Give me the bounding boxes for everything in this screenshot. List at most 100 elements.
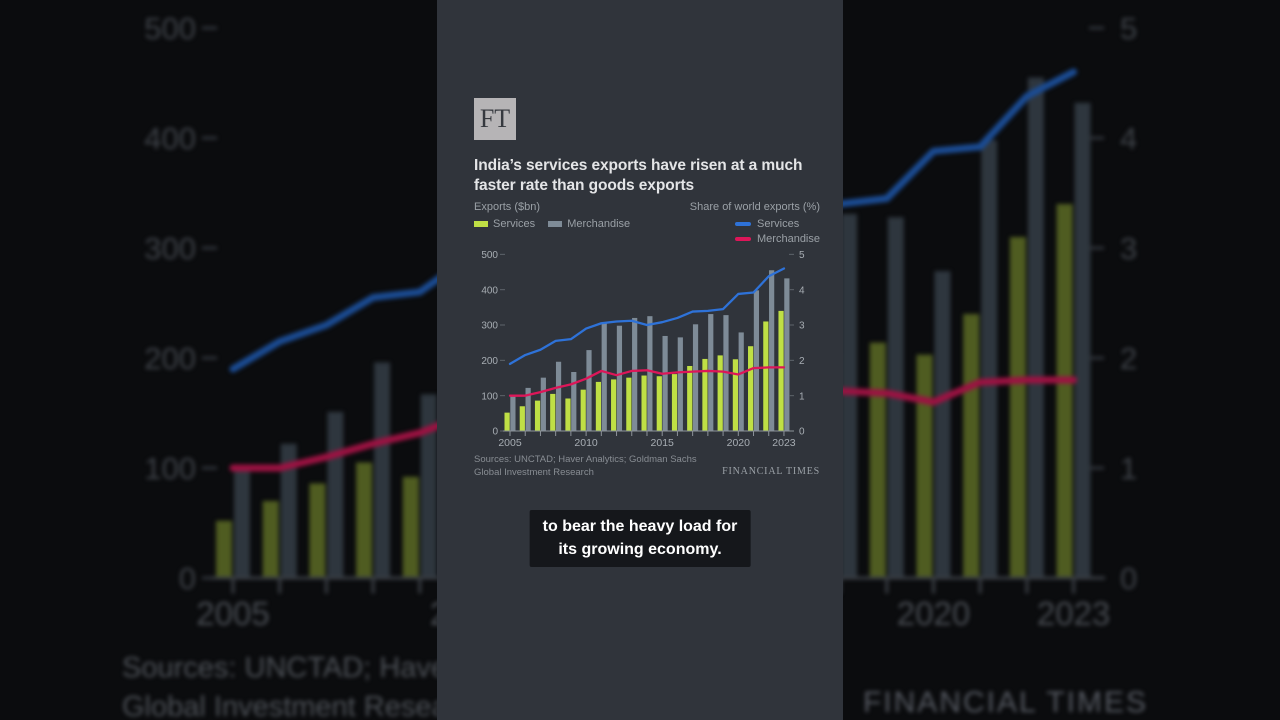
bar-services-2019 — [869, 342, 886, 578]
chart-title-line2: faster rate than goods exports — [474, 176, 695, 194]
sources-line1: Sources: UNCTAD; Haver Analytics; Goldma… — [474, 454, 697, 465]
bar-merchandise-2006 — [525, 387, 531, 431]
left-tick-label: 100 — [144, 451, 196, 486]
bar-services-2023 — [778, 310, 784, 431]
ft-logo: FT — [474, 98, 516, 140]
bar-merchandise-2005 — [510, 395, 516, 431]
bar-services-2017 — [687, 365, 693, 431]
right-tick-label: 0 — [799, 427, 805, 438]
left-tick-label: 500 — [144, 11, 196, 46]
chart-title: India’s services exports have risen at a… — [474, 156, 824, 195]
bar-services-2005 — [504, 412, 510, 431]
subtitle-caption-line1: to bear the heavy load for — [542, 518, 738, 535]
left-tick-label: 0 — [179, 561, 196, 596]
bar-services-2011 — [595, 381, 602, 431]
right-tick-label: 2 — [1120, 341, 1137, 376]
bar-merchandise-2020 — [934, 271, 951, 578]
bar-services-2016 — [671, 374, 678, 431]
x-tick-label: 2015 — [651, 437, 675, 449]
left-tick-label: 0 — [492, 427, 498, 438]
bar-merchandise-2022 — [1027, 77, 1044, 578]
x-tick-label: 2020 — [727, 437, 751, 449]
bar-merchandise-2005 — [234, 468, 250, 578]
bar-merchandise-2021 — [981, 140, 998, 578]
left-tick-label: 100 — [481, 391, 498, 402]
bar-services-2008 — [356, 462, 373, 578]
bar-merchandise-2007 — [540, 377, 546, 431]
right-tick-label: 1 — [1120, 451, 1137, 486]
left-tick-label: 500 — [481, 250, 498, 261]
bar-services-2015 — [656, 376, 662, 431]
bar-merchandise-2023 — [1074, 102, 1091, 579]
right-tick-label: 4 — [1120, 121, 1137, 156]
left-tick-label: 400 — [481, 285, 498, 296]
bar-services-2022 — [1009, 237, 1026, 578]
left-tick-label: 200 — [481, 356, 498, 367]
exports-chart: 0 100 200 300 400 500 0 1 2 3 4 5 2005 2010 2015 2020 20… — [481, 250, 805, 449]
right-tick-label: 5 — [1120, 11, 1137, 46]
center-panel: FT India’s services exports have risen a… — [437, 0, 843, 720]
bar-services-2022 — [763, 321, 769, 431]
right-axis-title: Share of world exports (%) — [689, 201, 820, 213]
right-tick-label: 2 — [799, 356, 805, 367]
left-tick-label: 300 — [481, 321, 498, 332]
services-line-label: Services — [757, 218, 800, 230]
x-tick-label: 2023 — [1037, 595, 1110, 632]
bar-merchandise-2020 — [738, 332, 744, 431]
right-tick-label: 5 — [799, 250, 805, 261]
bg-ft-wordmark: FINANCIAL TIMES — [863, 686, 1148, 719]
bar-services-2021 — [748, 346, 754, 431]
right-tick-label: 3 — [1120, 231, 1137, 266]
bar-merchandise-2015 — [662, 335, 668, 431]
bar-services-2009 — [565, 398, 571, 431]
bar-services-2013 — [626, 377, 632, 431]
bar-legend: Services Merchandise — [474, 218, 643, 230]
chart-title-line1: India’s services exports have risen at a… — [474, 157, 803, 174]
bar-services-2005 — [216, 520, 232, 578]
ft-wordmark: FINANCIAL TIMES — [722, 466, 820, 477]
line-services — [508, 267, 786, 366]
bar-merchandise-2010 — [586, 350, 592, 431]
bar-merchandise-2018 — [841, 213, 858, 578]
bar-merchandise-2013 — [632, 317, 638, 431]
x-tick-label: 2005 — [196, 595, 269, 632]
services-line-row: Services — [735, 218, 820, 230]
bar-services-2018 — [702, 358, 708, 431]
services-bar-label: Services — [493, 218, 536, 230]
sources-line2: Global Investment Research — [474, 466, 594, 478]
x-tick-label: 2020 — [897, 595, 970, 632]
bar-merchandise-2008 — [374, 362, 391, 578]
left-axis-title: Exports ($bn) — [474, 201, 541, 213]
bar-merchandise-2016 — [677, 337, 683, 431]
bar-services-2009 — [402, 476, 419, 578]
bar-merchandise-2009 — [571, 371, 577, 431]
merchandise-line-swatch — [735, 237, 752, 241]
x-tick-label: 2005 — [498, 437, 522, 449]
bar-merchandise-2012 — [616, 325, 623, 431]
bar-merchandise-2009 — [420, 394, 437, 578]
subtitle-caption: to bear the heavy load for its growing e… — [529, 510, 751, 567]
bar-services-2010 — [580, 389, 586, 431]
bar-merchandise-2006 — [280, 443, 297, 578]
x-tick-label: 2010 — [574, 437, 598, 449]
bar-merchandise-2022 — [769, 270, 775, 431]
bar-services-2014 — [641, 375, 647, 431]
left-tick-label: 300 — [144, 231, 196, 266]
subtitle-caption-line2: its growing economy. — [558, 541, 722, 558]
left-tick-label: 400 — [144, 121, 196, 156]
merchandise-bar-swatch — [548, 221, 563, 227]
bar-merchandise-2017 — [692, 324, 699, 431]
bar-services-2023 — [1056, 204, 1073, 578]
merchandise-line-row: Merchandise — [735, 233, 820, 245]
bar-merchandise-2018 — [708, 314, 714, 431]
bar-merchandise-2021 — [753, 290, 760, 431]
bar-services-2012 — [611, 379, 617, 431]
sources-note: Sources: UNCTAD; Haver Analytics; Goldma… — [474, 454, 697, 479]
bar-services-2021 — [963, 314, 980, 578]
bar-services-2019 — [717, 355, 723, 431]
bar-services-2007 — [534, 400, 541, 431]
bar-merchandise-2007 — [327, 411, 344, 578]
line-legend: Services Merchandise — [735, 218, 820, 245]
bar-services-2006 — [519, 406, 525, 431]
bar-merchandise-2014 — [647, 316, 653, 431]
